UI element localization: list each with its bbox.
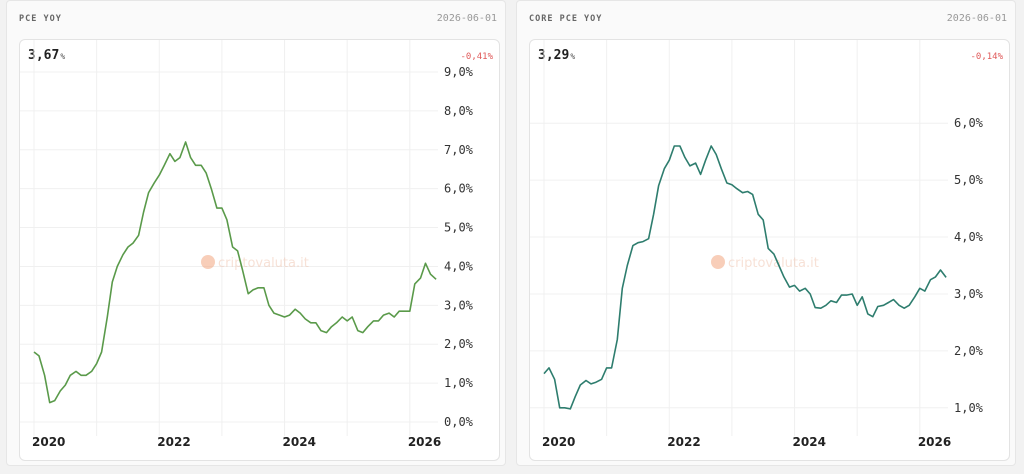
y-tick-label: 2,0% [954,344,984,358]
y-tick-label: 4,0% [444,259,474,273]
x-tick-label: 2024 [283,435,316,449]
x-tick-label: 2020 [32,435,65,449]
line-chart[interactable]: 1,0% 2,0% 3,0% 4,0% 5,0% 6,0% 2020 2022 2024 2026… [530,40,1010,461]
watermark-text: criptovaluta.it [218,256,309,271]
current-value-number: 3,67 [28,48,60,63]
series-line [33,141,437,404]
panel-date: 2026-06-01 [946,13,1007,24]
watermark-logo: criptovaluta.it [201,255,309,271]
change-badge: -0,41% [460,52,493,62]
y-tick-label: 6,0% [444,182,474,196]
value-unit: % [570,52,576,61]
x-tick-label: 2024 [793,435,826,449]
y-tick-label: 0,0% [444,415,474,429]
y-tick-label: 3,0% [954,287,984,301]
y-tick-label: 7,0% [444,143,474,157]
y-tick-label: 6,0% [954,116,984,130]
x-tick-label: 2020 [542,435,575,449]
y-tick-label: 1,0% [954,401,984,415]
y-tick-label: 4,0% [954,230,984,244]
core-pce-yoy-panel: CORE PCE YOY 2026-06-01 3,29% -0,14% 1,0… [516,0,1016,466]
watermark-logo: criptovaluta.it [711,255,819,271]
panel-date: 2026-06-01 [436,13,497,24]
current-value-number: 3,29 [538,48,570,63]
watermark-icon [201,255,215,269]
x-tick-label: 2022 [667,435,700,449]
value-unit: % [60,52,66,61]
y-tick-label: 5,0% [954,173,984,187]
panel-title: PCE YOY [19,14,62,24]
panel-title: CORE PCE YOY [529,14,603,24]
y-tick-label: 9,0% [444,65,474,79]
y-tick-label: 8,0% [444,104,474,118]
change-badge: -0,14% [970,52,1003,62]
chart-card: 3,67% -0,41% 0,0% 1,0% 2,0% 3,0% 4,0% 5,0% 6,0… [19,39,500,461]
line-chart[interactable]: 0,0% 1,0% 2,0% 3,0% 4,0% 5,0% 6,0% 7,0% 8,0% 9,0%… [20,40,500,461]
current-value: 3,67% [28,48,65,63]
series-line [543,145,947,410]
x-tick-label: 2022 [157,435,190,449]
current-value: 3,29% [538,48,575,63]
y-tick-label: 1,0% [444,376,474,390]
chart-card: 3,29% -0,14% 1,0% 2,0% 3,0% 4,0% 5,0% 6,0% 202… [529,39,1010,461]
y-tick-label: 5,0% [444,221,474,235]
watermark-icon [711,255,725,269]
pce-yoy-panel: PCE YOY 2026-06-01 3,67% -0,41% 0,0% 1,0%… [6,0,506,466]
watermark-text: criptovaluta.it [728,256,819,271]
x-tick-label: 2026 [408,435,441,449]
x-tick-label: 2026 [918,435,951,449]
y-tick-label: 2,0% [444,337,474,351]
y-tick-label: 3,0% [444,298,474,312]
